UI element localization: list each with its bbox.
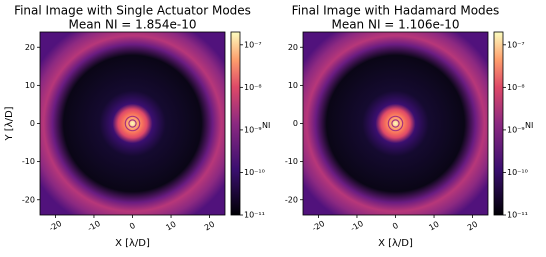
- psf-ring: [124, 115, 141, 132]
- heatmap-image: [40, 32, 225, 215]
- y-tick-label: -20: [285, 195, 298, 204]
- chart-title: Final Image with Hadamard Modes: [292, 4, 500, 18]
- colorbar-tick-label: 10⁻¹¹: [507, 211, 528, 220]
- y-tick-label: 0: [293, 119, 298, 128]
- colorbar-tick-label: 10⁻¹⁰: [507, 168, 528, 177]
- x-tick-label: 0: [391, 221, 400, 231]
- x-tick-label: -10: [86, 219, 102, 233]
- x-tick-label: -20: [48, 219, 64, 233]
- colorbar-tick-label: 10⁻⁹: [507, 125, 525, 134]
- colorbar-tick-label: 10⁻⁸: [244, 83, 262, 92]
- psf-ring: [391, 119, 400, 128]
- colorbar: [230, 31, 241, 216]
- x-tick-label: 20: [203, 220, 216, 233]
- psf-ring: [387, 115, 404, 132]
- x-tick-label: 10: [427, 220, 440, 233]
- y-tick-label: 20: [288, 43, 298, 52]
- y-tick-label: 10: [25, 81, 35, 90]
- colorbar-label: NI: [262, 121, 270, 130]
- colorbar-tick-label: 10⁻⁷: [507, 40, 525, 49]
- colorbar-tick-label: 10⁻⁹: [244, 125, 262, 134]
- x-tick-label: 20: [466, 220, 479, 233]
- colorbar-label: NI: [525, 121, 533, 130]
- chart-subtitle: Mean NI = 1.106e-10: [331, 18, 459, 32]
- colorbar-tick-label: 10⁻⁷: [244, 40, 262, 49]
- x-tick-label: -20: [311, 219, 327, 233]
- colorbar-tick-label: 10⁻⁸: [507, 83, 525, 92]
- colorbar-tick-label: 10⁻¹⁰: [244, 168, 265, 177]
- x-axis-label: X [λ/D]: [378, 238, 413, 249]
- y-axis-label: Y [λ/D]: [4, 106, 15, 141]
- y-tick-label: 10: [288, 81, 298, 90]
- y-tick-label: -20: [22, 195, 35, 204]
- y-tick-label: 0: [30, 119, 35, 128]
- chart-title: Final Image with Single Actuator Modes: [14, 4, 251, 18]
- colorbar-tick-label: 10⁻¹¹: [244, 211, 265, 220]
- y-tick-label: -10: [285, 157, 298, 166]
- heatmap-image: [303, 32, 488, 215]
- colorbar: [493, 31, 504, 216]
- x-tick-label: -10: [349, 219, 365, 233]
- psf-ring: [128, 119, 137, 128]
- x-tick-label: 0: [128, 221, 137, 231]
- y-tick-label: -10: [22, 157, 35, 166]
- x-tick-label: 10: [164, 220, 177, 233]
- y-tick-label: 20: [25, 43, 35, 52]
- chart-subtitle: Mean NI = 1.854e-10: [68, 18, 196, 32]
- x-axis-label: X [λ/D]: [115, 238, 150, 249]
